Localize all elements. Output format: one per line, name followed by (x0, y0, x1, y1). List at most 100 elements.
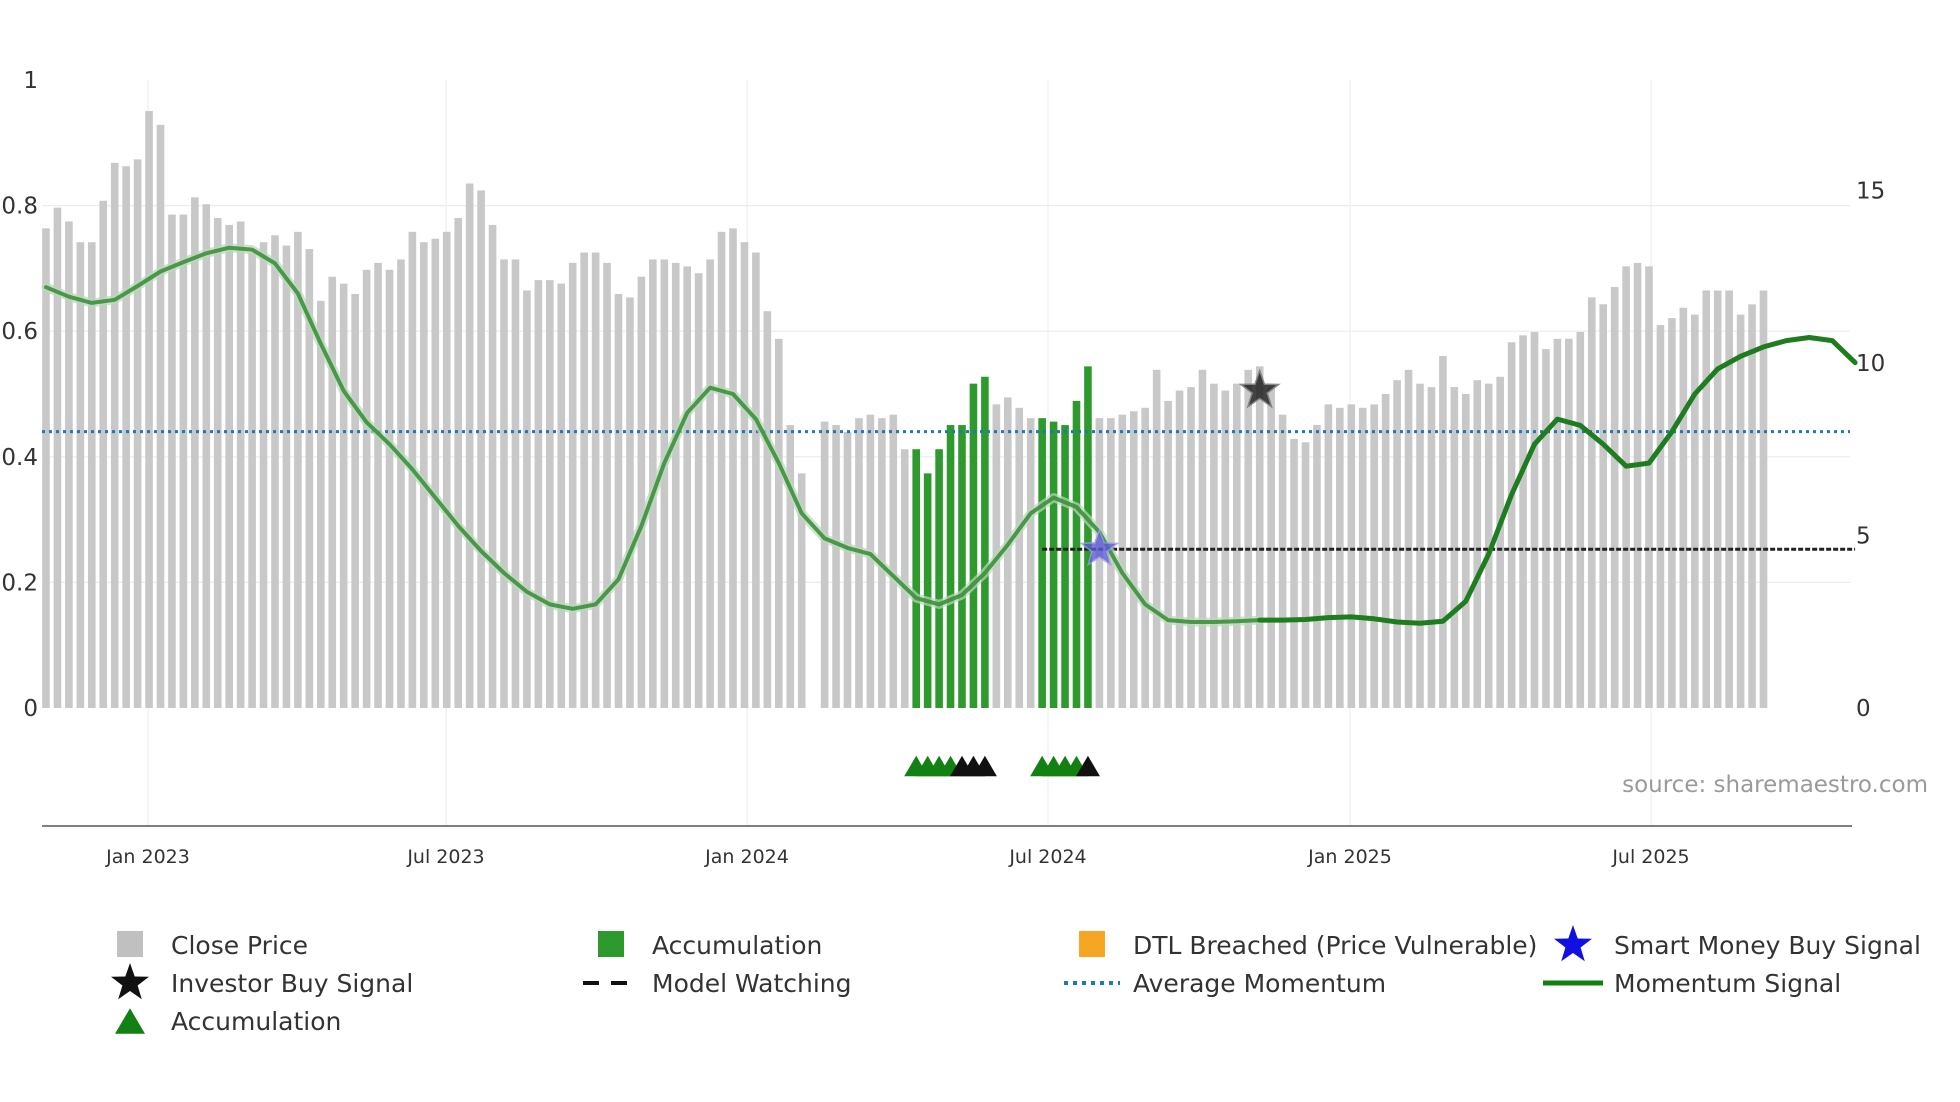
close-price-bar (1587, 297, 1596, 708)
smart-money-buy-star (1079, 528, 1120, 567)
close-price-bar (1748, 304, 1756, 708)
close-price-bar (740, 242, 749, 708)
close-price-bar (671, 262, 680, 708)
close-price-bar (900, 449, 909, 708)
close-price-bar (775, 338, 783, 708)
accumulation-bar (1038, 418, 1046, 708)
close-price-bar (1542, 349, 1550, 708)
close-price-bar (1358, 407, 1367, 708)
close-price-bar (500, 259, 508, 708)
close-price-bar (374, 262, 382, 708)
close-price-bar (191, 197, 199, 709)
close-price-bar (1450, 387, 1459, 708)
close-price-bar (1610, 287, 1619, 708)
close-price-bar (1381, 394, 1390, 708)
close-price-bar (88, 242, 96, 708)
black-triangle (1075, 755, 1100, 777)
legend-item: Smart Money Buy Signal (1554, 925, 1921, 962)
close-price-bar (179, 214, 188, 709)
close-price-bar (534, 280, 543, 708)
accumulation-bar (923, 473, 932, 708)
close-price-bar (259, 242, 268, 708)
legend-star-icon (111, 963, 149, 1000)
legend-swatch (1079, 931, 1105, 957)
close-price-bar (1519, 335, 1527, 708)
close-price-bar (1679, 307, 1688, 708)
close-price-bar (1462, 394, 1470, 708)
close-price-bar (465, 183, 474, 708)
close-price-bar (317, 300, 325, 708)
close-price-bar (1599, 304, 1607, 708)
close-price-bar (1164, 400, 1172, 708)
black-triangle (972, 755, 997, 777)
close-price-bar (1370, 404, 1378, 708)
close-price-bar (294, 231, 302, 709)
close-price-bar (1278, 414, 1287, 708)
close-price-bar (305, 249, 314, 709)
close-price-bar (557, 283, 566, 708)
close-price-bar (706, 259, 714, 708)
close-price-bar (442, 231, 451, 709)
close-price-bar (1244, 369, 1253, 708)
legend-label: Investor Buy Signal (171, 969, 413, 998)
close-price-bar (889, 414, 898, 708)
legend-swatch (117, 931, 143, 957)
left-axis-tick-label: 1 (23, 68, 38, 94)
markers (904, 368, 1281, 777)
close-price-bar (591, 252, 600, 708)
close-price-bar (1622, 266, 1630, 708)
close-price-bar (820, 421, 829, 708)
close-price-bar (694, 273, 703, 708)
close-price-bar (1004, 397, 1012, 708)
close-price-bar (1507, 342, 1516, 708)
close-price-bar (832, 425, 840, 708)
close-price-bar (1565, 338, 1573, 708)
close-price-bar (454, 218, 462, 708)
close-price-bar (1713, 290, 1722, 708)
legend-label: Model Watching (652, 969, 852, 998)
close-price-bar (1313, 425, 1321, 708)
source-label: source: sharemaestro.com (1622, 772, 1928, 798)
close-price-bar (1668, 318, 1676, 708)
legend-label: Momentum Signal (1614, 969, 1841, 998)
close-price-bar (1255, 366, 1264, 708)
close-price-bar (1691, 314, 1699, 708)
legend-swatch (598, 931, 624, 957)
x-axis-tick-label: Jan 2023 (105, 846, 190, 868)
close-price-bar (328, 276, 337, 708)
legend-label: Close Price (171, 931, 308, 960)
accumulation-bar (1084, 366, 1092, 708)
right-axis-tick-label: 5 (1856, 523, 1871, 549)
x-axis-tick-label: Jan 2024 (704, 846, 789, 868)
close-price-bar (271, 235, 279, 708)
close-price-bar (133, 159, 142, 708)
close-price-bar (145, 111, 153, 709)
lines (41, 243, 1858, 627)
left-axis-tick-label: 0.8 (1, 194, 38, 220)
legend-triangle-icon (115, 1008, 145, 1034)
close-price-bar (1725, 290, 1733, 708)
close-price-bar (1484, 383, 1493, 708)
close-price-bar (53, 207, 62, 708)
close-price-bar (431, 238, 440, 708)
close-price-bar (1473, 380, 1482, 708)
accumulation-bar (935, 449, 943, 708)
bars (42, 111, 1768, 709)
close-price-bar (717, 231, 726, 709)
close-price-bar (1759, 290, 1768, 708)
accumulation-bar (946, 425, 955, 708)
close-price-bar (477, 190, 485, 708)
close-price-bar (282, 245, 291, 708)
close-price-bar (1210, 383, 1218, 708)
close-price-bar (1129, 411, 1138, 708)
accumulation-bar (958, 425, 966, 708)
close-price-bar (99, 200, 108, 708)
close-price-bar (202, 204, 211, 708)
x-axis-tick-label: Jul 2025 (1611, 846, 1689, 868)
right-axis-tick-label: 15 (1856, 178, 1885, 204)
close-price-bar (1336, 407, 1344, 708)
close-price-bar (1633, 262, 1642, 708)
close-price-bar (248, 252, 256, 708)
close-price-bar (1496, 376, 1504, 708)
